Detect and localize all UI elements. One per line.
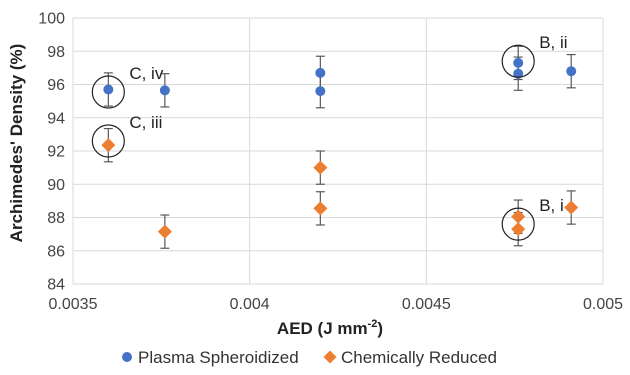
legend-label-chemically-reduced: Chemically Reduced — [341, 348, 497, 367]
x-axis-title: AED (J mm-2) — [277, 318, 383, 338]
x-axis-title-main: AED (J mm — [277, 319, 368, 338]
chemically-reduced-point — [511, 222, 526, 237]
x-tick-label: 0.0035 — [49, 296, 98, 313]
chemically-reduced-point — [511, 209, 526, 224]
annotation-label: B, ii — [539, 33, 567, 52]
x-tick-label: 0.005 — [583, 296, 623, 313]
annotation-circle — [501, 44, 535, 78]
annotation-circle — [501, 207, 535, 241]
y-tick-label: 94 — [47, 110, 65, 127]
y-tick-label: 96 — [47, 77, 65, 94]
plasma-spheroidized-point — [513, 57, 524, 68]
legend: Plasma Spheroidized Chemically Reduced — [122, 348, 497, 367]
y-tick-label: 88 — [47, 210, 65, 227]
chemically-reduced-point — [564, 200, 579, 215]
y-axis-ticks: 84 86 88 90 92 94 96 98 100 — [38, 11, 65, 294]
y-tick-label: 86 — [47, 243, 65, 260]
annotation-label: B, i — [539, 196, 564, 215]
y-tick-label: 100 — [38, 11, 65, 28]
annotations: C, iv C, iii B, ii B, i — [91, 33, 568, 241]
grid — [72, 17, 604, 285]
legend-marker-chemically-reduced — [323, 350, 337, 364]
annotation-label: C, iii — [129, 113, 162, 132]
x-tick-label: 0.0045 — [402, 296, 451, 313]
plasma-spheroidized-point — [566, 66, 577, 77]
legend-label-plasma-spheroidized: Plasma Spheroidized — [138, 348, 299, 367]
y-tick-label: 98 — [47, 44, 65, 61]
data-markers — [101, 57, 579, 239]
x-axis-ticks: 0.0035 0.004 0.0045 0.005 — [49, 296, 624, 313]
plasma-spheroidized-point — [513, 68, 524, 79]
chemically-reduced-point — [313, 201, 328, 216]
chemically-reduced-point — [313, 160, 328, 175]
x-axis-title-end: ) — [377, 319, 383, 338]
plasma-spheroidized-point — [103, 84, 114, 95]
y-tick-label: 92 — [47, 144, 65, 161]
chemically-reduced-point — [101, 138, 116, 153]
chemically-reduced-point — [157, 224, 172, 239]
y-tick-label: 84 — [47, 277, 65, 294]
annotation-circle — [91, 75, 125, 109]
annotation-circle — [91, 124, 125, 158]
annotation-label: C, iv — [129, 64, 164, 83]
plasma-spheroidized-point — [159, 85, 170, 96]
plasma-spheroidized-point — [315, 86, 326, 97]
x-tick-label: 0.004 — [230, 296, 270, 313]
legend-marker-plasma-spheroidized — [122, 352, 132, 362]
x-axis-title-superscript: -2 — [368, 318, 378, 330]
y-axis-title: Archimedes' Density (%) — [7, 44, 26, 243]
plasma-spheroidized-point — [315, 67, 326, 78]
y-tick-label: 90 — [47, 177, 65, 194]
